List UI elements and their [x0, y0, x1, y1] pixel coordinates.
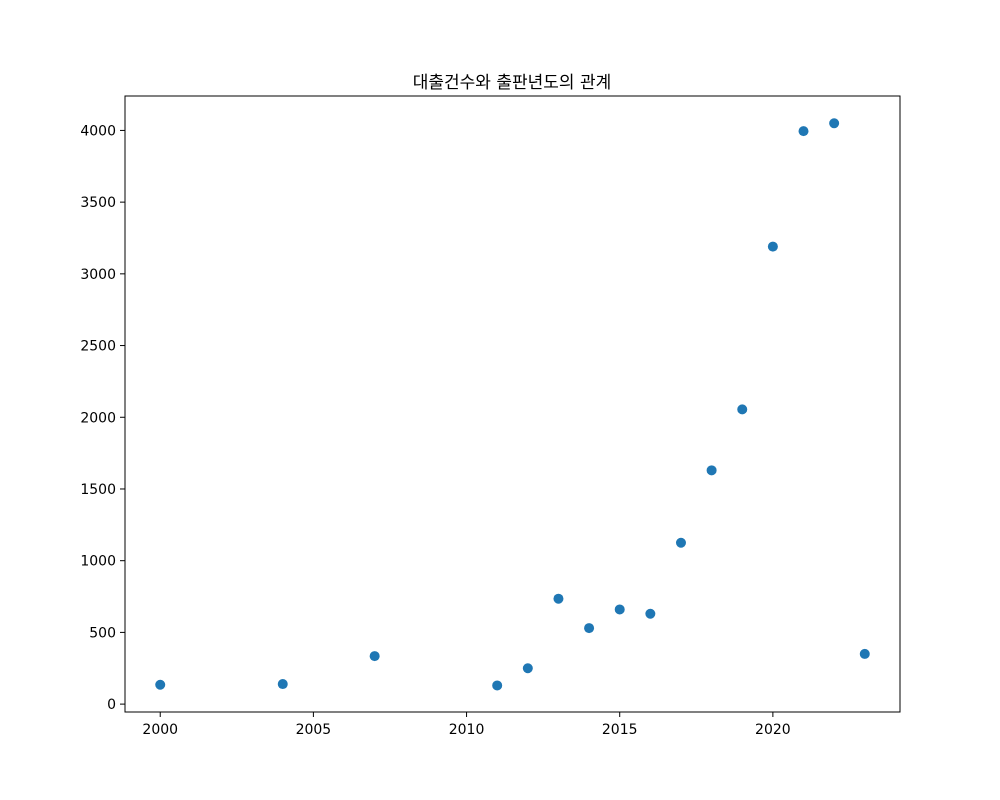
data-point	[675, 537, 686, 548]
axes: 2000 2005 2010 2015 2020 0 500 1000 1500 2000 2500…	[80, 123, 790, 738]
data-point	[584, 623, 595, 634]
data-point	[614, 604, 625, 615]
y-tick-label: 1000	[80, 554, 116, 570]
data-point	[829, 118, 840, 129]
data-point	[492, 680, 503, 691]
data-point	[706, 465, 717, 476]
chart-title: 대출건수와 출판년도의 관계	[413, 73, 612, 93]
y-tick-label: 3000	[80, 267, 116, 283]
y-tick-label: 4000	[80, 123, 116, 139]
y-tick-label: 2500	[80, 339, 116, 355]
plot-frame	[124, 95, 901, 713]
data-point	[553, 593, 564, 604]
data-point	[369, 651, 380, 662]
x-tick-label: 2010	[449, 722, 485, 738]
data-point	[737, 404, 748, 415]
y-tick-label: 1500	[80, 482, 116, 498]
y-tick-label: 2000	[80, 410, 116, 426]
data-point	[645, 608, 656, 619]
y-tick-label: 3500	[80, 195, 116, 211]
y-tick-label: 500	[89, 625, 116, 641]
data-point	[155, 679, 166, 690]
x-tick-label: 2005	[296, 722, 332, 738]
data-point	[522, 663, 533, 674]
y-tick-label: 0	[107, 697, 116, 713]
data-point	[767, 241, 778, 252]
data-point	[859, 648, 870, 659]
data-point	[277, 679, 288, 690]
x-tick-label: 2020	[755, 722, 791, 738]
data-points	[155, 118, 870, 691]
x-tick-label: 2015	[602, 722, 638, 738]
x-tick-label: 2000	[142, 722, 178, 738]
data-point	[798, 126, 809, 137]
